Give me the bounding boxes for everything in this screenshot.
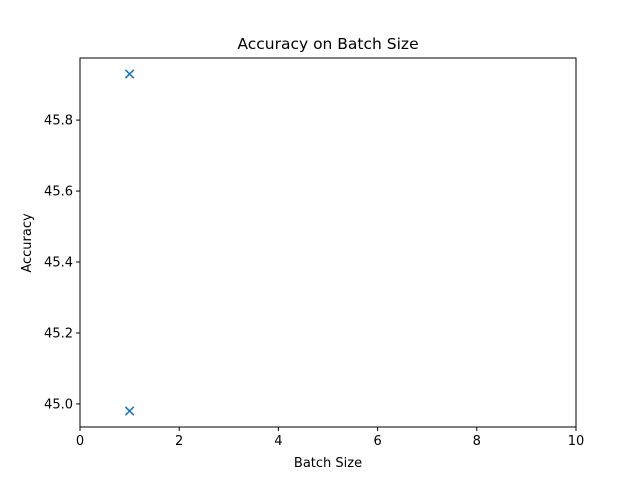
x-tick-label: 4 [274, 434, 282, 449]
x-tick-label: 8 [473, 434, 481, 449]
data-points [124, 69, 135, 416]
y-tick-label: 45.4 [44, 256, 73, 271]
y-tick-label: 45.0 [44, 397, 73, 412]
ticks-layer: 0 2 4 6 8 10 45.0 45.2 45.4 45.6 45.8 [44, 114, 584, 449]
y-tick-label: 45.2 [44, 326, 73, 341]
x-tick-label: 2 [175, 434, 183, 449]
x-tick-label: 10 [568, 434, 585, 449]
x-tick-label: 0 [76, 434, 84, 449]
scatter-point [124, 69, 135, 79]
y-tick-label: 45.6 [44, 185, 73, 200]
plot-area [80, 58, 576, 427]
y-tick-label: 45.8 [44, 114, 73, 129]
x-axis-label: Batch Size [294, 456, 362, 471]
y-axis-label: Accuracy [20, 213, 35, 273]
scatter-point [124, 406, 135, 416]
x-tick-label: 6 [373, 434, 381, 449]
chart-title: Accuracy on Batch Size [237, 35, 418, 53]
plot-frame [79, 57, 577, 428]
